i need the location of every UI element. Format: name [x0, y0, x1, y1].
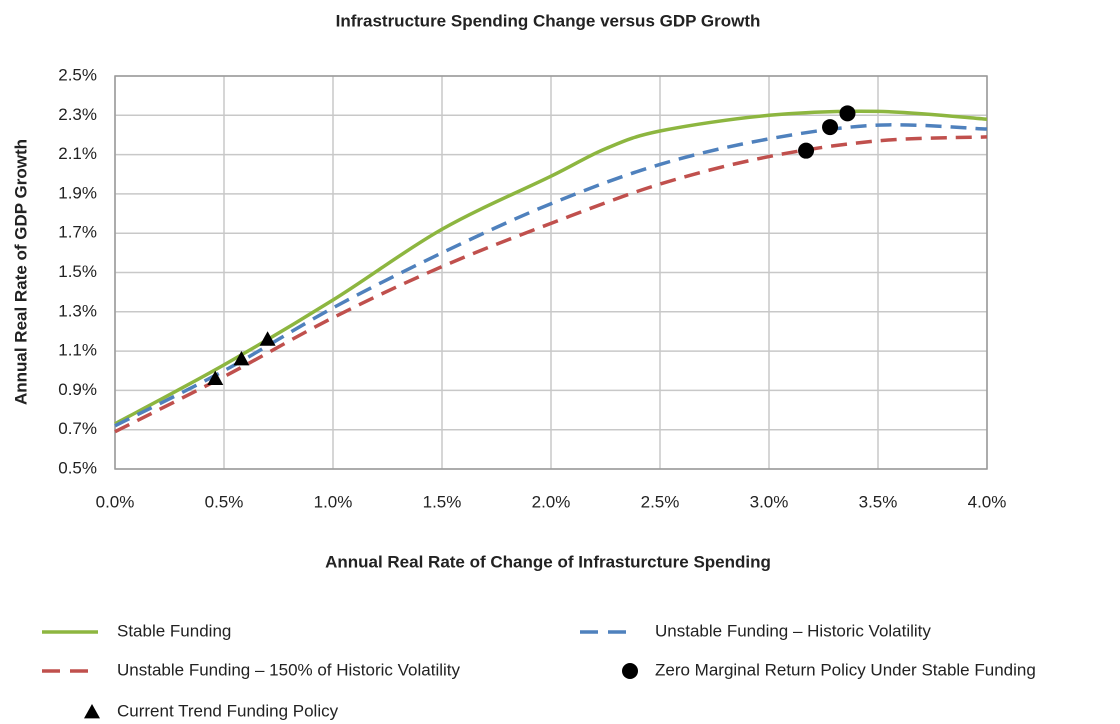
x-tick-label: 3.0%: [750, 492, 789, 511]
marker: [207, 370, 224, 386]
y-tick-label: 1.7%: [58, 223, 97, 242]
y-tick-label: 2.5%: [58, 65, 97, 84]
y-axis-label: Annual Real Rate of GDP Growth: [11, 139, 30, 405]
y-tick-label: 2.3%: [58, 105, 97, 124]
x-axis-label: Annual Real Rate of Change of Infrasturc…: [325, 552, 771, 571]
legend-label: Stable Funding: [117, 621, 231, 640]
marker: [822, 119, 839, 136]
x-tick-label: 1.0%: [314, 492, 353, 511]
y-tick-label: 2.1%: [58, 144, 97, 163]
y-tick-label: 1.5%: [58, 262, 97, 281]
series-line: [114, 135, 988, 434]
y-tick-label: 1.9%: [58, 183, 97, 202]
y-tick-label: 0.7%: [58, 419, 97, 438]
x-tick-label: 0.5%: [205, 492, 244, 511]
legend-label: Current Trend Funding Policy: [117, 701, 339, 720]
series-line: [114, 123, 988, 428]
x-tick-label: 3.5%: [859, 492, 898, 511]
legend-label: Unstable Funding – Historic Volatility: [655, 621, 931, 640]
marker: [839, 105, 856, 122]
legend-label: Zero Marginal Return Policy Under Stable…: [655, 660, 1036, 679]
plot-frame: [114, 75, 988, 470]
y-tick-label: 1.1%: [58, 341, 97, 360]
x-tick-label: 2.5%: [641, 492, 680, 511]
x-tick-label: 4.0%: [968, 492, 1007, 511]
legend-label: Unstable Funding – 150% of Historic Vola…: [117, 660, 461, 679]
marker: [233, 350, 250, 366]
marker: [84, 704, 100, 719]
marker: [622, 663, 638, 679]
x-tick-label: 0.0%: [96, 492, 135, 511]
chart-title: Infrastructure Spending Change versus GD…: [336, 11, 761, 30]
marker: [798, 142, 815, 159]
x-tick-label: 1.5%: [423, 492, 462, 511]
x-tick-label: 2.0%: [532, 492, 571, 511]
y-tick-label: 1.3%: [58, 301, 97, 320]
y-tick-label: 0.9%: [58, 380, 97, 399]
marker: [259, 331, 276, 346]
y-tick-label: 0.5%: [58, 458, 97, 477]
